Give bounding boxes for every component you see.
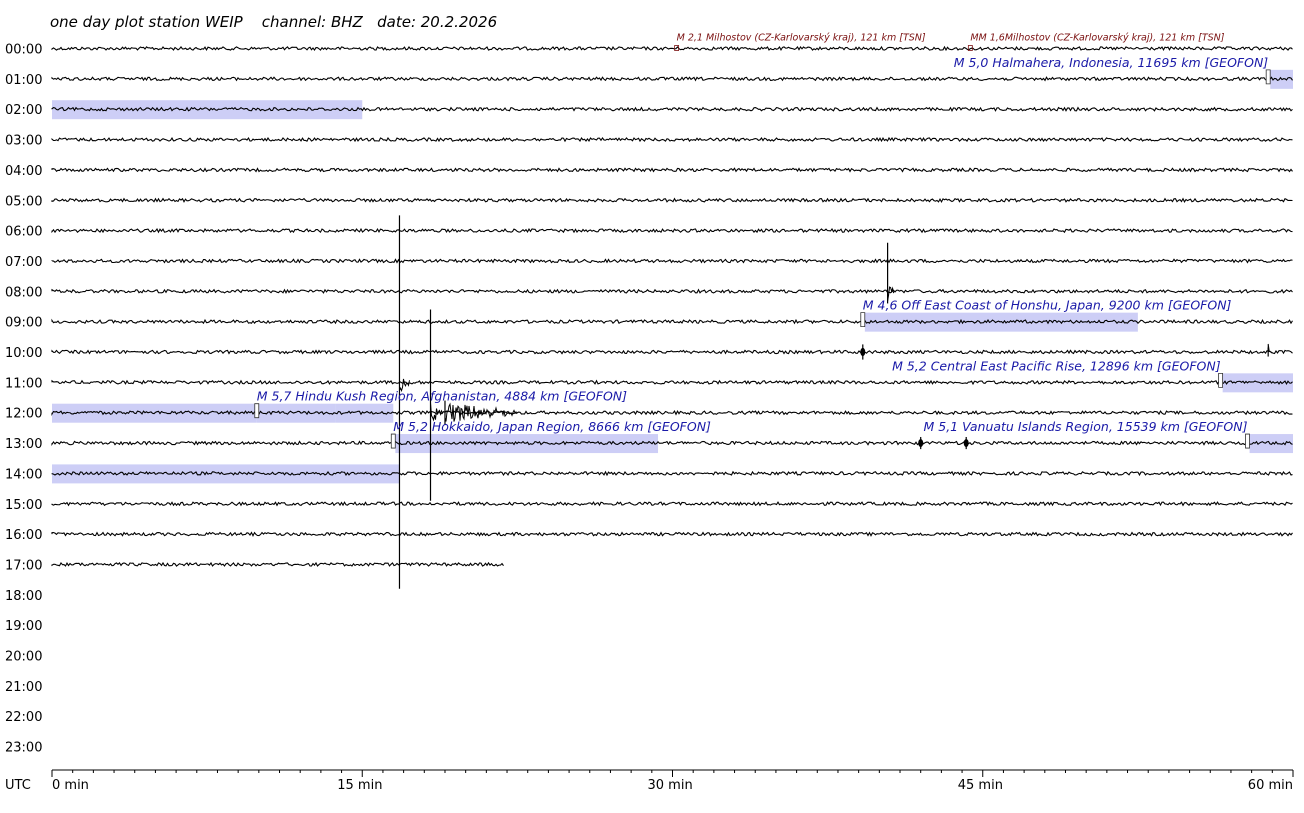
x-tick-label-2: 30 min [648,778,693,793]
trace-row-2 [51,106,1293,112]
hour-label-17: 17:00 [5,558,42,573]
hour-label-13: 13:00 [5,437,42,452]
trace-row-10 [51,349,1293,355]
hour-label-1: 01:00 [5,73,42,88]
event-marker-5 [254,403,260,419]
event-marker-6 [390,433,396,449]
hour-label-20: 20:00 [5,650,42,665]
event-label-7: M 5,1 Vanuatu Islands Region, 15539 km [… [924,419,1248,434]
event-label-5: M 5,7 Hindu Kush Region, Afghanistan, 48… [257,389,627,404]
event-4[interactable]: M 5,2 Central East Pacific Rise, 12896 k… [892,358,1224,388]
event-label-0: M 2,1 Milhostov (CZ-Karlovarský kraj), 1… [677,33,926,44]
event-6[interactable]: M 5,2 Hokkaido, Japan Region, 8666 km [G… [390,419,711,449]
trace-row-7 [51,258,1293,264]
hour-label-8: 08:00 [5,285,42,300]
trace-row-1 [51,76,1293,82]
trace-row-8 [51,288,1293,295]
trace-row-14 [51,470,1293,477]
signal-burst-0 [398,215,410,589]
trace-row-5 [51,197,1293,204]
event-highlight-3 [1222,373,1293,393]
signal-burst-7 [963,436,969,450]
hour-label-22: 22:00 [5,710,42,725]
event-2[interactable]: M 5,0 Halmahera, Indonesia, 11695 km [GE… [954,55,1271,85]
trace-row-0 [51,45,1293,52]
hour-label-12: 12:00 [5,407,42,422]
signal-burst-3 [887,242,895,304]
hour-label-18: 18:00 [5,589,42,604]
event-marker-2 [1265,69,1271,85]
hour-label-9: 09:00 [5,316,42,331]
event-label-2: M 5,0 Halmahera, Indonesia, 11695 km [GE… [954,55,1269,70]
x-tick-label-0: 0 min [52,778,89,793]
signal-burst-5 [1267,343,1273,357]
trace-row-17 [51,561,504,567]
signal-burst-2 [444,400,518,425]
event-highlight-1 [52,100,363,120]
event-marker-3 [860,312,866,328]
hour-label-16: 16:00 [5,528,42,543]
event-7[interactable]: M 5,1 Vanuatu Islands Region, 15539 km [… [924,419,1250,449]
hour-label-23: 23:00 [5,741,42,756]
trace-row-6 [51,227,1293,234]
trace-row-4 [51,167,1293,173]
event-label-6: M 5,2 Hokkaido, Japan Region, 8666 km [G… [393,419,711,434]
hour-label-19: 19:00 [5,619,42,634]
event-label-3: M 4,6 Off East Coast of Honshu, Japan, 9… [863,298,1232,313]
event-highlight-8 [1249,434,1293,454]
hour-label-15: 15:00 [5,498,42,513]
signal-burst-6 [918,436,924,450]
x-tick-label-4: 60 min [1248,778,1293,793]
event-label-1: MM 1,6Milhostov (CZ-Karlovarský kraj), 1… [970,33,1224,44]
hour-label-7: 07:00 [5,255,42,270]
event-label-4: M 5,2 Central East Pacific Rise, 12896 k… [892,358,1221,373]
hour-label-6: 06:00 [5,225,42,240]
hour-label-4: 04:00 [5,164,42,179]
trace-row-3 [51,136,1293,143]
trace-row-13 [51,440,1293,446]
event-marker-1 [967,45,973,51]
hour-label-3: 03:00 [5,134,42,149]
event-3[interactable]: M 4,6 Off East Coast of Honshu, Japan, 9… [860,298,1232,328]
hour-label-11: 11:00 [5,376,42,391]
hour-label-2: 02:00 [5,103,42,118]
signal-burst-1 [429,309,443,501]
trace-row-9 [51,318,1293,325]
hour-label-10: 10:00 [5,346,42,361]
timezone-label: UTC [5,778,31,793]
hour-label-0: 00:00 [5,43,42,58]
event-5[interactable]: M 5,7 Hindu Kush Region, Afghanistan, 48… [254,389,627,419]
event-marker-0 [674,45,680,51]
hour-label-21: 21:00 [5,680,42,695]
signal-burst-4 [860,344,866,360]
event-0[interactable]: M 2,1 Milhostov (CZ-Karlovarský kraj), 1… [674,33,926,51]
chart-title: one day plot station WEIP channel: BHZ d… [50,13,498,31]
x-tick-label-1: 15 min [337,778,382,793]
event-highlight-5 [256,403,336,423]
x-tick-label-3: 45 min [958,778,1003,793]
event-highlight-7 [395,434,659,454]
trace-row-16 [51,531,1293,537]
event-marker-7 [1245,433,1250,449]
event-marker-4 [1218,372,1224,388]
trace-row-11 [51,379,1293,386]
hour-label-14: 14:00 [5,467,42,482]
event-1[interactable]: MM 1,6Milhostov (CZ-Karlovarský kraj), 1… [967,33,1225,51]
trace-row-15 [51,501,1293,507]
hour-label-5: 05:00 [5,194,42,209]
